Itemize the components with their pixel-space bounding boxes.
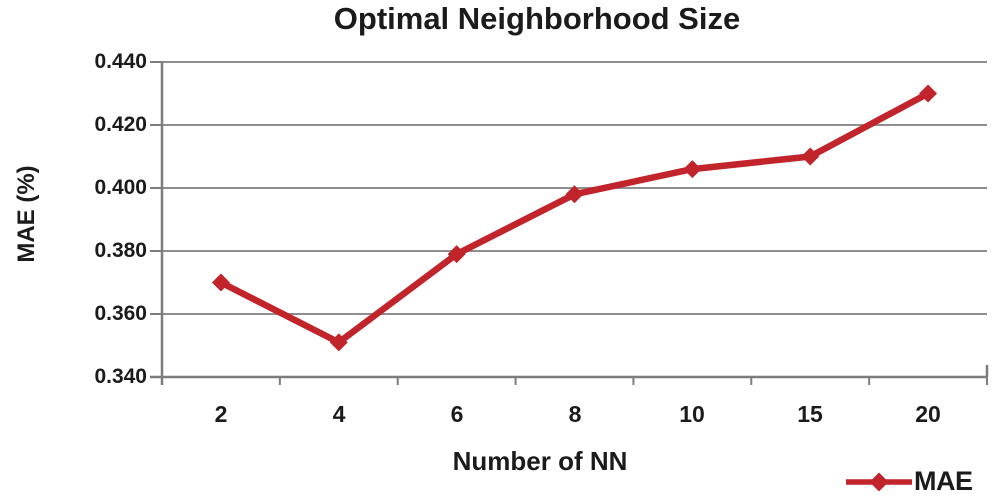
legend-label: MAE	[914, 466, 973, 496]
y-tick-label: 0.340	[94, 365, 147, 388]
data-point-marker	[447, 245, 466, 264]
x-tick-label: 4	[332, 401, 346, 427]
x-tick-label: 6	[450, 401, 464, 427]
chart-title: Optimal Neighborhood Size	[333, 1, 741, 36]
series-line	[219, 90, 930, 346]
data-point-marker	[329, 333, 348, 352]
y-tick-label: 0.400	[94, 176, 147, 199]
data-point-marker	[565, 185, 584, 204]
x-tick-label: 2	[214, 401, 228, 427]
y-tick-label: 0.380	[94, 239, 147, 262]
data-point-marker	[801, 147, 820, 166]
y-tick-label: 0.440	[94, 50, 147, 73]
data-point-marker	[211, 273, 230, 292]
x-tick-label: 8	[568, 401, 582, 427]
legend-diamond-icon	[869, 472, 889, 492]
x-tick-label: 20	[915, 401, 941, 427]
data-point-marker	[919, 84, 938, 103]
y-tick-label: 0.360	[94, 302, 147, 325]
data-point-marker	[683, 160, 702, 179]
y-tick-label: 0.420	[94, 113, 147, 136]
x-tick-label: 10	[679, 401, 705, 427]
x-axis-title: Number of NN	[452, 446, 628, 476]
x-tick-label: 15	[797, 401, 823, 427]
